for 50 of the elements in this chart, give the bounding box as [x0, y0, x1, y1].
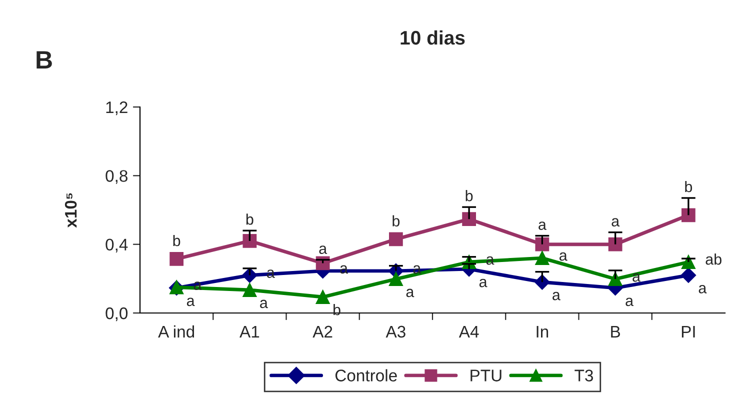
data-label: a	[319, 246, 328, 254]
data-label: a	[632, 273, 640, 282]
point	[680, 268, 696, 283]
legend-label: PTU	[470, 370, 502, 382]
data-label: b	[466, 190, 473, 202]
y-axis-title: x10⁵	[64, 193, 77, 228]
data-label: ab	[706, 254, 722, 265]
data-label: a	[538, 222, 546, 230]
x-tick-label: A4	[458, 326, 479, 338]
x-tick-label: A2	[312, 326, 332, 338]
point	[535, 251, 550, 266]
data-label: b	[246, 214, 254, 225]
data-label: a	[560, 252, 568, 261]
data-label: a	[260, 300, 268, 308]
y-tick-label: 0,4	[106, 238, 128, 253]
data-label: a	[406, 288, 414, 298]
data-label: b	[392, 215, 400, 226]
x-tick-label: PI	[682, 326, 695, 338]
y-tick-label: 0,0	[106, 307, 128, 322]
x-tick-label: A3	[386, 326, 406, 338]
point	[242, 283, 257, 297]
point	[462, 212, 476, 226]
x-tick-label: B	[611, 326, 620, 338]
point	[242, 268, 258, 283]
legend-label: T3	[574, 370, 593, 382]
x-tick-label: A ind	[158, 325, 194, 338]
data-label: b	[685, 180, 692, 192]
point	[681, 208, 696, 222]
data-label: a	[626, 298, 634, 306]
x-tick-label: A1	[240, 326, 260, 338]
point	[242, 234, 257, 248]
data-label: a	[479, 278, 488, 288]
data-label: a	[552, 292, 560, 300]
text: B	[36, 51, 52, 68]
y-tick-label: 1,2	[106, 101, 128, 116]
data-label: a	[612, 218, 620, 227]
point	[316, 290, 330, 304]
point	[388, 232, 403, 246]
y-tick-label: 0,8	[106, 170, 128, 184]
chart-title: 10 dias	[400, 30, 465, 45]
data-label: b	[173, 234, 180, 246]
data-label: a	[186, 298, 195, 306]
data-label: a	[194, 282, 202, 290]
legend-label: Controle	[335, 369, 397, 382]
point	[535, 237, 550, 252]
point	[170, 252, 184, 266]
point	[388, 272, 403, 286]
data-label: a	[698, 285, 707, 294]
x-tick-label: In	[536, 326, 548, 338]
point	[608, 237, 622, 252]
